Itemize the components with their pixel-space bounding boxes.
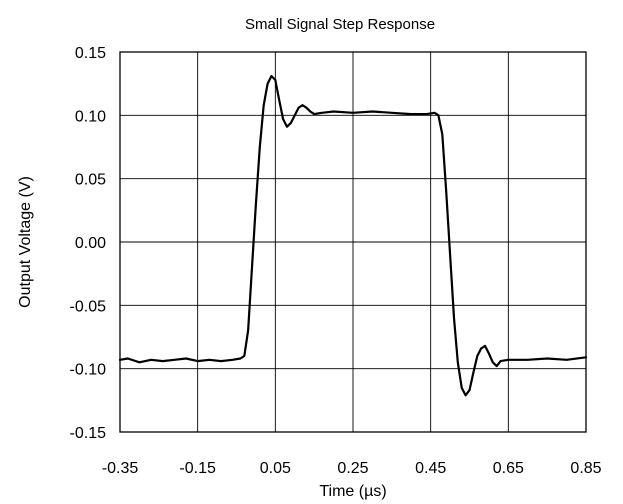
x-tick-label: 0.65 (493, 460, 524, 477)
x-tick-label: -0.35 (102, 460, 139, 477)
x-tick-label: 0.05 (260, 460, 291, 477)
x-tick-label: -0.15 (179, 460, 216, 477)
y-tick-label: 0.05 (75, 172, 106, 189)
grid (120, 52, 586, 432)
plot-frame (119, 51, 587, 433)
y-tick-label: 0.00 (75, 235, 106, 252)
x-tick-label: 0.25 (337, 460, 368, 477)
chart-title: Small Signal Step Response (245, 16, 435, 33)
y-tick-label: -0.05 (70, 298, 107, 315)
y-tick-labels: 0.15 0.10 0.05 0.00 -0.05 -0.10 -0.15 (70, 45, 107, 442)
y-tick-label: 0.10 (75, 108, 106, 125)
output-voltage-trace (118, 75, 588, 397)
x-tick-labels: -0.35 -0.15 0.05 0.25 0.45 0.65 0.85 (102, 460, 602, 477)
x-axis-label: Time (µs) (319, 483, 386, 500)
y-axis-label: Output Voltage (V) (17, 176, 34, 308)
y-tick-label: -0.10 (70, 362, 107, 379)
x-tick-label: 0.85 (570, 460, 601, 477)
y-tick-label: -0.15 (70, 425, 107, 442)
x-tick-label: 0.45 (415, 460, 446, 477)
y-tick-label: 0.15 (75, 45, 106, 62)
